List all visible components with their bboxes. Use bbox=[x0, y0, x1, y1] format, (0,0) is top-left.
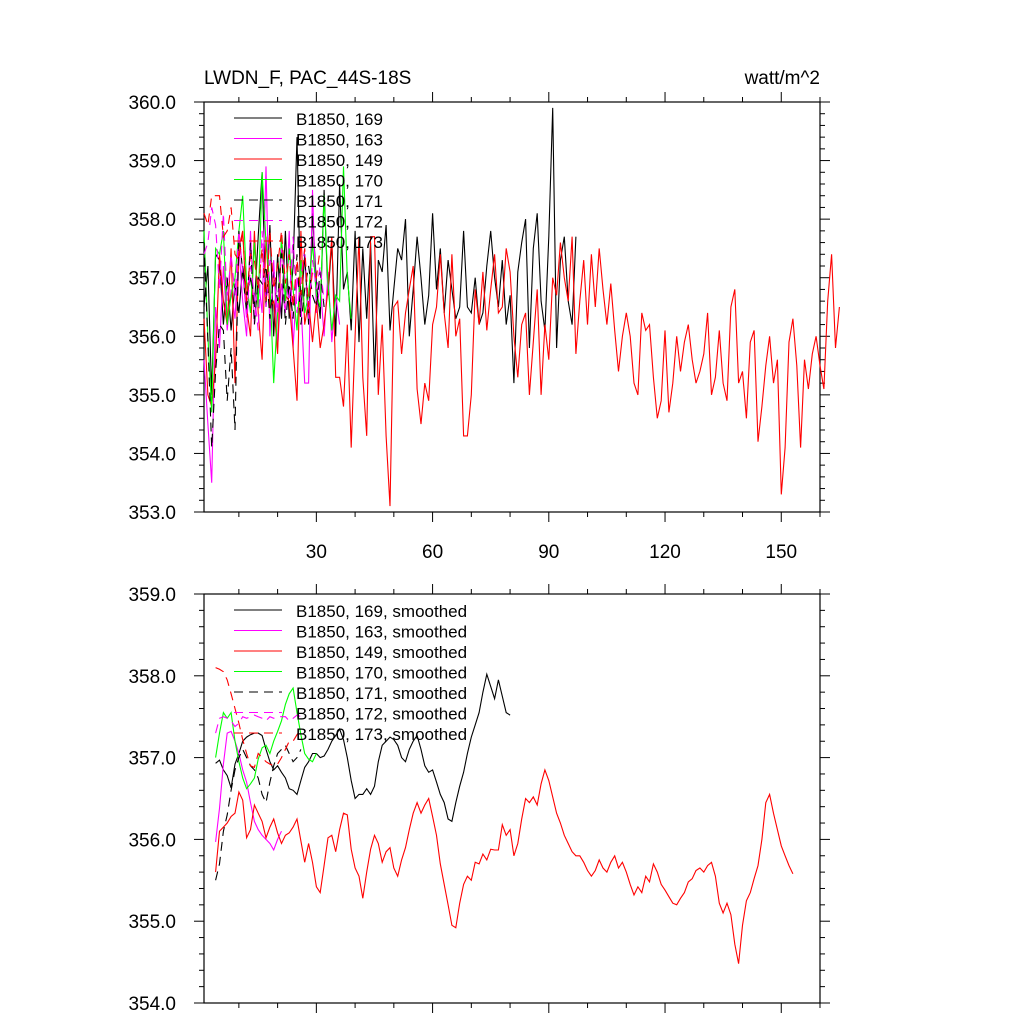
bottom-panel: 354.0 355.0 356.0 357.0 358.0 359.0 B1850, 169… bbox=[128, 584, 830, 1015]
legend-label: B1850, 149 bbox=[296, 151, 383, 170]
series-line bbox=[215, 714, 302, 734]
x-tick-label: 30 bbox=[306, 542, 327, 563]
x-tick-label: 60 bbox=[422, 542, 443, 563]
y-tick-label: 357.0 bbox=[128, 269, 176, 290]
legend-label: B1850, 163, smoothed bbox=[296, 623, 467, 642]
y-tick-label: 360.0 bbox=[128, 93, 176, 114]
top-panel: 30 60 90 120 150 353.0 354.0 355.0 356.0 357.0 358… bbox=[128, 92, 840, 563]
legend-label: B1850, 172, smoothed bbox=[296, 705, 467, 724]
series-line bbox=[215, 730, 282, 852]
y-tick-label: 358.0 bbox=[128, 667, 176, 688]
y-tick-label: 354.0 bbox=[128, 444, 176, 465]
y-tick-label: 359.0 bbox=[128, 152, 176, 173]
y-tick-label: 358.0 bbox=[128, 210, 176, 231]
legend-label: B1850, 171, smoothed bbox=[296, 684, 467, 703]
y-tick-label: 359.0 bbox=[128, 585, 176, 606]
y-tick-label: 356.0 bbox=[128, 830, 176, 851]
legend-label: B1850, 172 bbox=[296, 213, 383, 232]
title-right: watt/m^2 bbox=[744, 68, 820, 89]
series-line bbox=[215, 667, 302, 769]
legend-label: B1850, 173 bbox=[296, 233, 383, 252]
legend-label: B1850, 149, smoothed bbox=[296, 643, 467, 662]
legend-label: B1850, 173, smoothed bbox=[296, 725, 467, 744]
series-line bbox=[203, 195, 321, 308]
y-tick-label: 357.0 bbox=[128, 749, 176, 770]
y-tick-label: 355.0 bbox=[128, 386, 176, 407]
x-tick-label: 150 bbox=[765, 542, 797, 563]
x-tick-label: 90 bbox=[538, 542, 559, 563]
y-tick-label: 356.0 bbox=[128, 327, 176, 348]
plot-frame bbox=[203, 593, 821, 1004]
legend-label: B1850, 169 bbox=[296, 110, 383, 129]
series-line bbox=[203, 230, 840, 507]
legend-label: B1850, 169, smoothed bbox=[296, 602, 467, 621]
title-left: LWDN_F, PAC_44S-18S bbox=[204, 68, 411, 89]
series-line bbox=[215, 768, 794, 964]
series-line bbox=[215, 744, 302, 881]
legend-label: B1850, 170, smoothed bbox=[296, 664, 467, 683]
x-tick-label: 120 bbox=[649, 542, 681, 563]
series-line bbox=[215, 672, 511, 823]
legend-label: B1850, 170 bbox=[296, 172, 383, 191]
legend-label: B1850, 171 bbox=[296, 192, 383, 211]
y-tick-label: 355.0 bbox=[128, 912, 176, 933]
y-tick-label: 354.0 bbox=[128, 994, 176, 1015]
legend-label: B1850, 163 bbox=[296, 131, 383, 150]
y-tick-label: 353.0 bbox=[128, 503, 176, 524]
series-line bbox=[203, 166, 352, 413]
